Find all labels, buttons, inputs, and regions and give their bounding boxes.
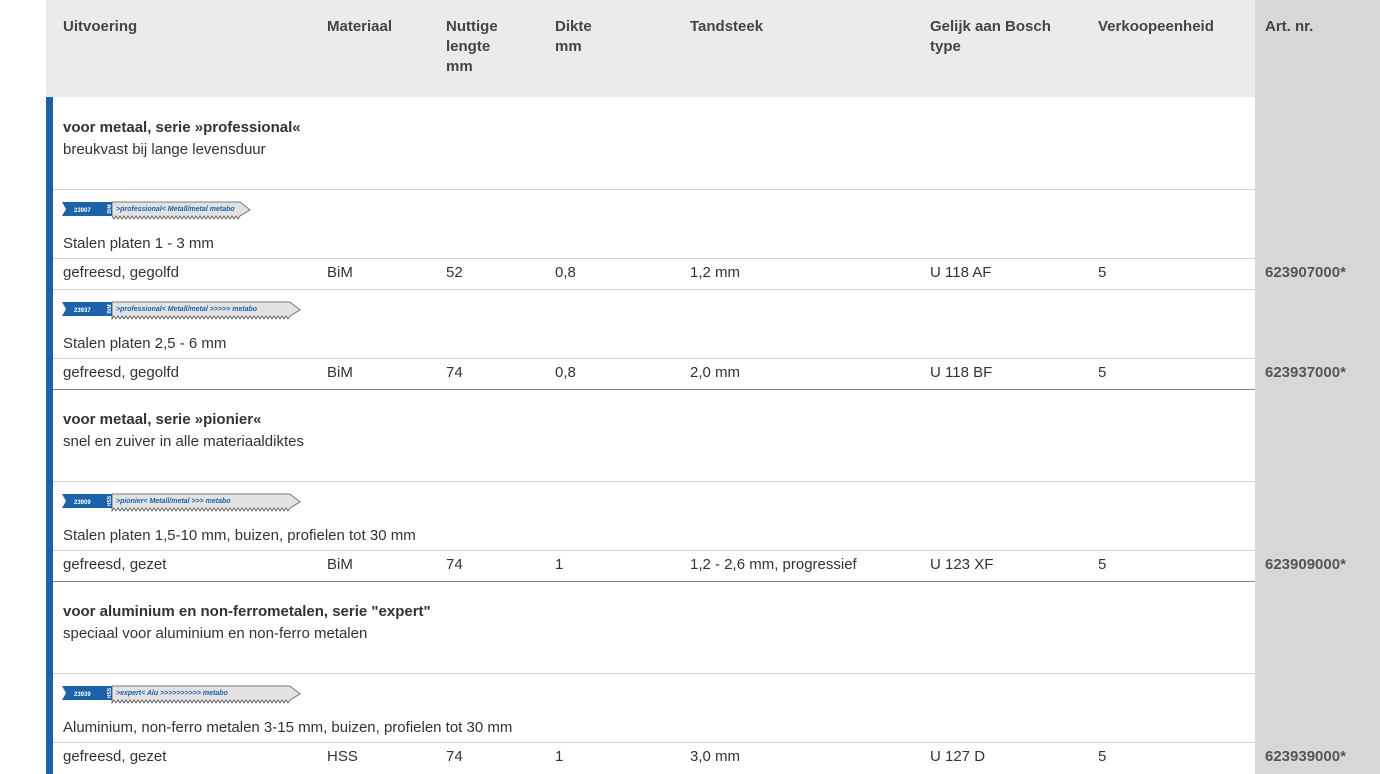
- blade-material: HSS: [107, 495, 113, 506]
- row-cell: 3,0 mm: [690, 748, 741, 765]
- row-divider: [53, 258, 1255, 259]
- row-cell: 74: [446, 556, 463, 573]
- art-column-bg: [1255, 0, 1380, 774]
- blade-material: BiM: [107, 304, 113, 313]
- row-cell: 1: [555, 556, 564, 573]
- section-subtitle: speciaal voor aluminium en non-ferro met…: [63, 625, 368, 642]
- section-divider: [53, 581, 1255, 582]
- row-divider: [53, 673, 1255, 674]
- article-number: 623907000*: [1265, 264, 1346, 281]
- column-header: Tandsteek: [690, 18, 764, 35]
- section-subtitle: snel en zuiver in alle materiaaldiktes: [63, 433, 304, 450]
- row-cell: U 118 AF: [930, 264, 992, 281]
- section-title: voor aluminium en non-ferrometalen, seri…: [63, 603, 431, 620]
- row-cell: 5: [1098, 364, 1107, 381]
- blade-label: >expert< Alu >>>>>>>>>> metabo: [116, 690, 229, 697]
- row-divider: [53, 189, 1255, 190]
- row-cell: HSS: [327, 748, 358, 765]
- row-cell: 74: [446, 364, 463, 381]
- blade-shank: [62, 302, 112, 316]
- blade-code: 23939: [74, 692, 91, 698]
- row-cell: 52: [446, 264, 463, 281]
- row-cell: gefreesd, gezet: [63, 556, 167, 573]
- row-cell: 74: [446, 748, 463, 765]
- accent-bar: [46, 97, 53, 774]
- blade-body: [111, 201, 251, 220]
- article-number: 623909000*: [1265, 556, 1346, 573]
- blade-shank: [62, 494, 112, 508]
- row-cell: 1: [555, 748, 564, 765]
- blade-material: HSS: [107, 687, 113, 698]
- blade-body: [111, 685, 301, 704]
- row-divider: [53, 289, 1255, 290]
- row-cell: BiM: [327, 556, 353, 573]
- section-title: voor metaal, serie »pionier«: [63, 411, 262, 428]
- row-cell: 1,2 mm: [690, 264, 741, 281]
- row-cell: U 118 BF: [930, 364, 993, 381]
- blade-image: 23909 HSS >pionier< Metall/metal >>> metab…: [62, 493, 301, 512]
- item-description: Aluminium, non-ferro metalen 3-15 mm, bu…: [63, 719, 513, 736]
- row-divider: [53, 550, 1255, 551]
- blade-label: >professional< Metall/metal >>>>> metabo: [116, 306, 258, 313]
- section-subtitle: breukvast bij lange levensduur: [63, 141, 266, 158]
- column-header: Gelijk aan Bosch type: [930, 18, 1051, 55]
- blade-shank: [62, 202, 112, 216]
- blade-image: 23939 HSS >expert< Alu >>>>>>>>>> metabo: [62, 685, 301, 704]
- column-header: Verkoopeenheid: [1098, 18, 1214, 35]
- row-cell: BiM: [327, 264, 353, 281]
- row-cell: gefreesd, gegolfd: [63, 264, 179, 281]
- blade-body: [111, 301, 301, 320]
- column-header: Art. nr.: [1265, 18, 1314, 35]
- article-number: 623939000*: [1265, 748, 1346, 765]
- row-cell: BiM: [327, 364, 353, 381]
- row-cell: 0,8: [555, 264, 576, 281]
- column-header: Uitvoering: [63, 18, 138, 35]
- blade-code: 23937: [74, 308, 91, 314]
- row-cell: gefreesd, gegolfd: [63, 364, 179, 381]
- row-cell: 5: [1098, 748, 1107, 765]
- blade-material: BiM: [107, 204, 113, 213]
- column-header: Dikte mm: [555, 18, 592, 55]
- row-cell: U 127 D: [930, 748, 986, 765]
- row-cell: U 123 XF: [930, 556, 994, 573]
- row-cell: 5: [1098, 556, 1107, 573]
- section-title: voor metaal, serie »professional«: [63, 119, 301, 136]
- blade-code: 23907: [74, 208, 91, 214]
- header-bg: [46, 0, 1255, 97]
- row-cell: gefreesd, gezet: [63, 748, 167, 765]
- row-cell: 5: [1098, 264, 1107, 281]
- row-divider: [53, 358, 1255, 359]
- row-cell: 0,8: [555, 364, 576, 381]
- article-number: 623937000*: [1265, 364, 1346, 381]
- blade-image: 23937 BiM >professional< Metall/metal >>>>…: [62, 301, 301, 320]
- column-header: Materiaal: [327, 18, 393, 35]
- column-header: Nuttige lengte mm: [446, 18, 498, 75]
- blade-label: >pionier< Metall/metal >>> metabo: [116, 498, 231, 505]
- blade-label: >professional< Metall/metal metabo: [116, 206, 235, 213]
- item-description: Stalen platen 1 - 3 mm: [63, 235, 214, 252]
- blade-shank: [62, 686, 112, 700]
- blade-image: 23907 BiM >professional< Metall/metal meta…: [62, 201, 251, 220]
- item-description: Stalen platen 1,5-10 mm, buizen, profiel…: [63, 527, 416, 544]
- row-divider: [53, 481, 1255, 482]
- row-cell: 1,2 - 2,6 mm, progressief: [690, 556, 857, 573]
- item-description: Stalen platen 2,5 - 6 mm: [63, 335, 227, 352]
- blade-code: 23909: [74, 500, 91, 506]
- row-cell: 2,0 mm: [690, 364, 741, 381]
- row-divider: [53, 742, 1255, 743]
- section-divider: [53, 389, 1255, 390]
- blade-body: [111, 493, 301, 512]
